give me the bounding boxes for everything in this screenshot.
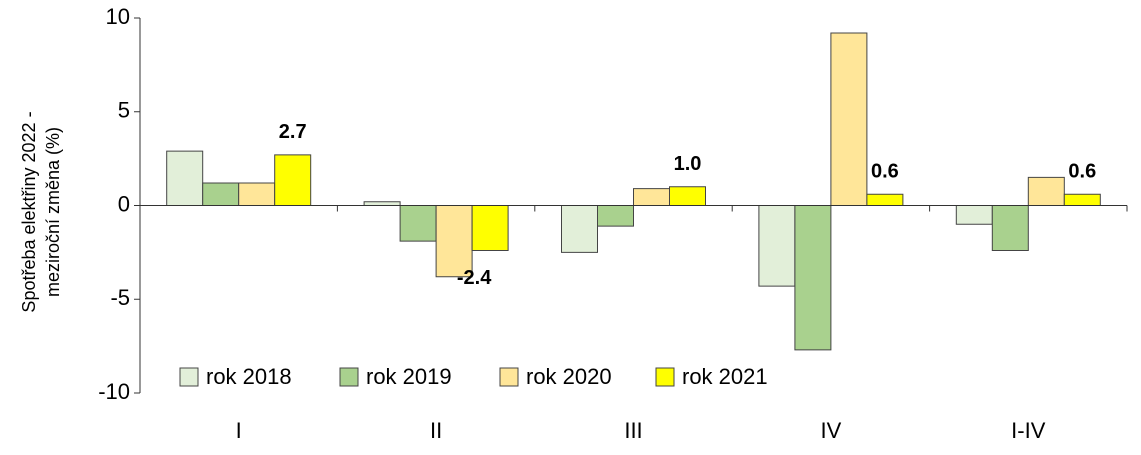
bar: [166, 150, 204, 206]
value-label: 0.6: [1068, 161, 1096, 183]
value-label: 0.6: [871, 161, 899, 183]
legend-swatch: [339, 367, 359, 387]
y-tick-label: 5: [118, 98, 130, 123]
bar: [238, 182, 276, 206]
x-tick-label: II: [430, 418, 442, 443]
bar: [794, 205, 832, 351]
bar: [561, 205, 598, 253]
bar: [633, 188, 670, 206]
bar: [363, 201, 401, 206]
value-label: 2.7: [279, 121, 307, 143]
bar: [435, 205, 473, 278]
bar: [202, 182, 240, 206]
x-tick-label: I-IV: [1011, 418, 1046, 443]
legend-swatch: [499, 367, 519, 387]
value-label: 1.0: [674, 153, 702, 175]
y-axis-title-line: Spotřeba elektřiny 2022 -: [19, 111, 39, 312]
y-tick-label: 10: [106, 4, 130, 29]
x-tick-label: I: [236, 418, 242, 443]
bar: [1027, 176, 1065, 206]
bar: [955, 205, 993, 225]
bar: [399, 205, 437, 242]
x-tick-label: IV: [821, 418, 842, 443]
bar: [830, 32, 868, 206]
bar: [471, 205, 509, 251]
value-label: -2.4: [457, 267, 492, 289]
x-tick-label: III: [624, 418, 642, 443]
legend-label: rok 2020: [526, 364, 612, 389]
bar: [597, 205, 634, 227]
bar: [758, 205, 796, 287]
y-axis-title: Spotřeba elektřiny 2022 - meziroční změn…: [19, 111, 63, 312]
bar: [866, 193, 904, 206]
legend-label: rok 2018: [206, 364, 292, 389]
y-tick-label: 0: [118, 191, 130, 216]
legend-swatch: [179, 367, 199, 387]
bar: [274, 154, 312, 206]
bar: [1063, 193, 1101, 206]
bar: [991, 205, 1029, 251]
legend-swatch: [655, 367, 675, 387]
legend-label: rok 2019: [366, 364, 452, 389]
legend-label: rok 2021: [682, 364, 768, 389]
y-tick-label: -5: [110, 285, 130, 310]
bar: [669, 186, 706, 206]
y-axis-title-line: meziroční změna (%): [43, 127, 63, 297]
y-tick-label: -10: [98, 379, 130, 404]
